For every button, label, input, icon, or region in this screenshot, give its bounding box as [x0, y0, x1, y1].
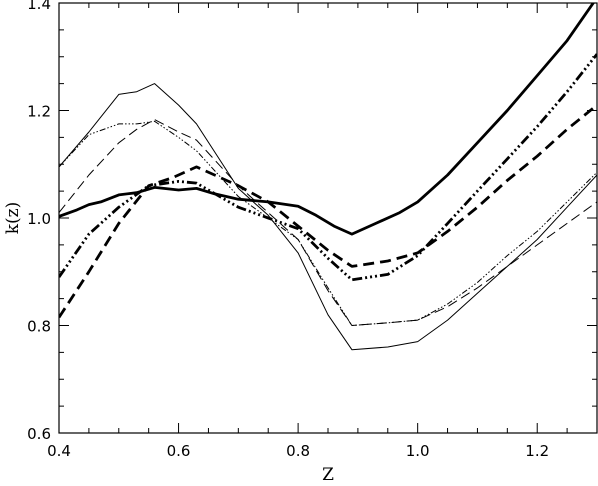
series-line-2-dashed-thick — [59, 104, 597, 319]
y-tick-label: 1.0 — [27, 210, 51, 228]
y-tick-label: 0.8 — [27, 318, 51, 336]
x-tick-label: 1.0 — [406, 442, 430, 460]
series-line-3-dash-dot-thick — [59, 53, 597, 282]
data-series-group — [59, 3, 597, 351]
x-tick-label: 0.4 — [47, 442, 71, 460]
x-axis-title: Z — [322, 465, 334, 485]
x-tick-label: 0.8 — [286, 442, 310, 460]
plot-frame — [58, 2, 598, 434]
y-tick-label: 1.4 — [27, 0, 51, 13]
x-tick-label: 1.2 — [525, 442, 549, 460]
series-line-1-solid-thick — [59, 3, 595, 236]
series-line-4-solid-thin — [59, 83, 597, 351]
y-axis-title: k(z) — [3, 202, 23, 235]
y-tick-label: 0.6 — [27, 425, 51, 443]
tick-labels-group: 0.4 0.6 0.8 1.0 1.20.60.81.01.21.4 — [27, 0, 549, 460]
x-tick-label: 0.6 — [167, 442, 191, 460]
series-line-6-dashed-thin — [59, 119, 597, 326]
series-line-5-dash-dot-thin — [59, 120, 597, 326]
y-tick-label: 1.2 — [27, 103, 51, 121]
axis-ticks-group — [58, 2, 598, 434]
